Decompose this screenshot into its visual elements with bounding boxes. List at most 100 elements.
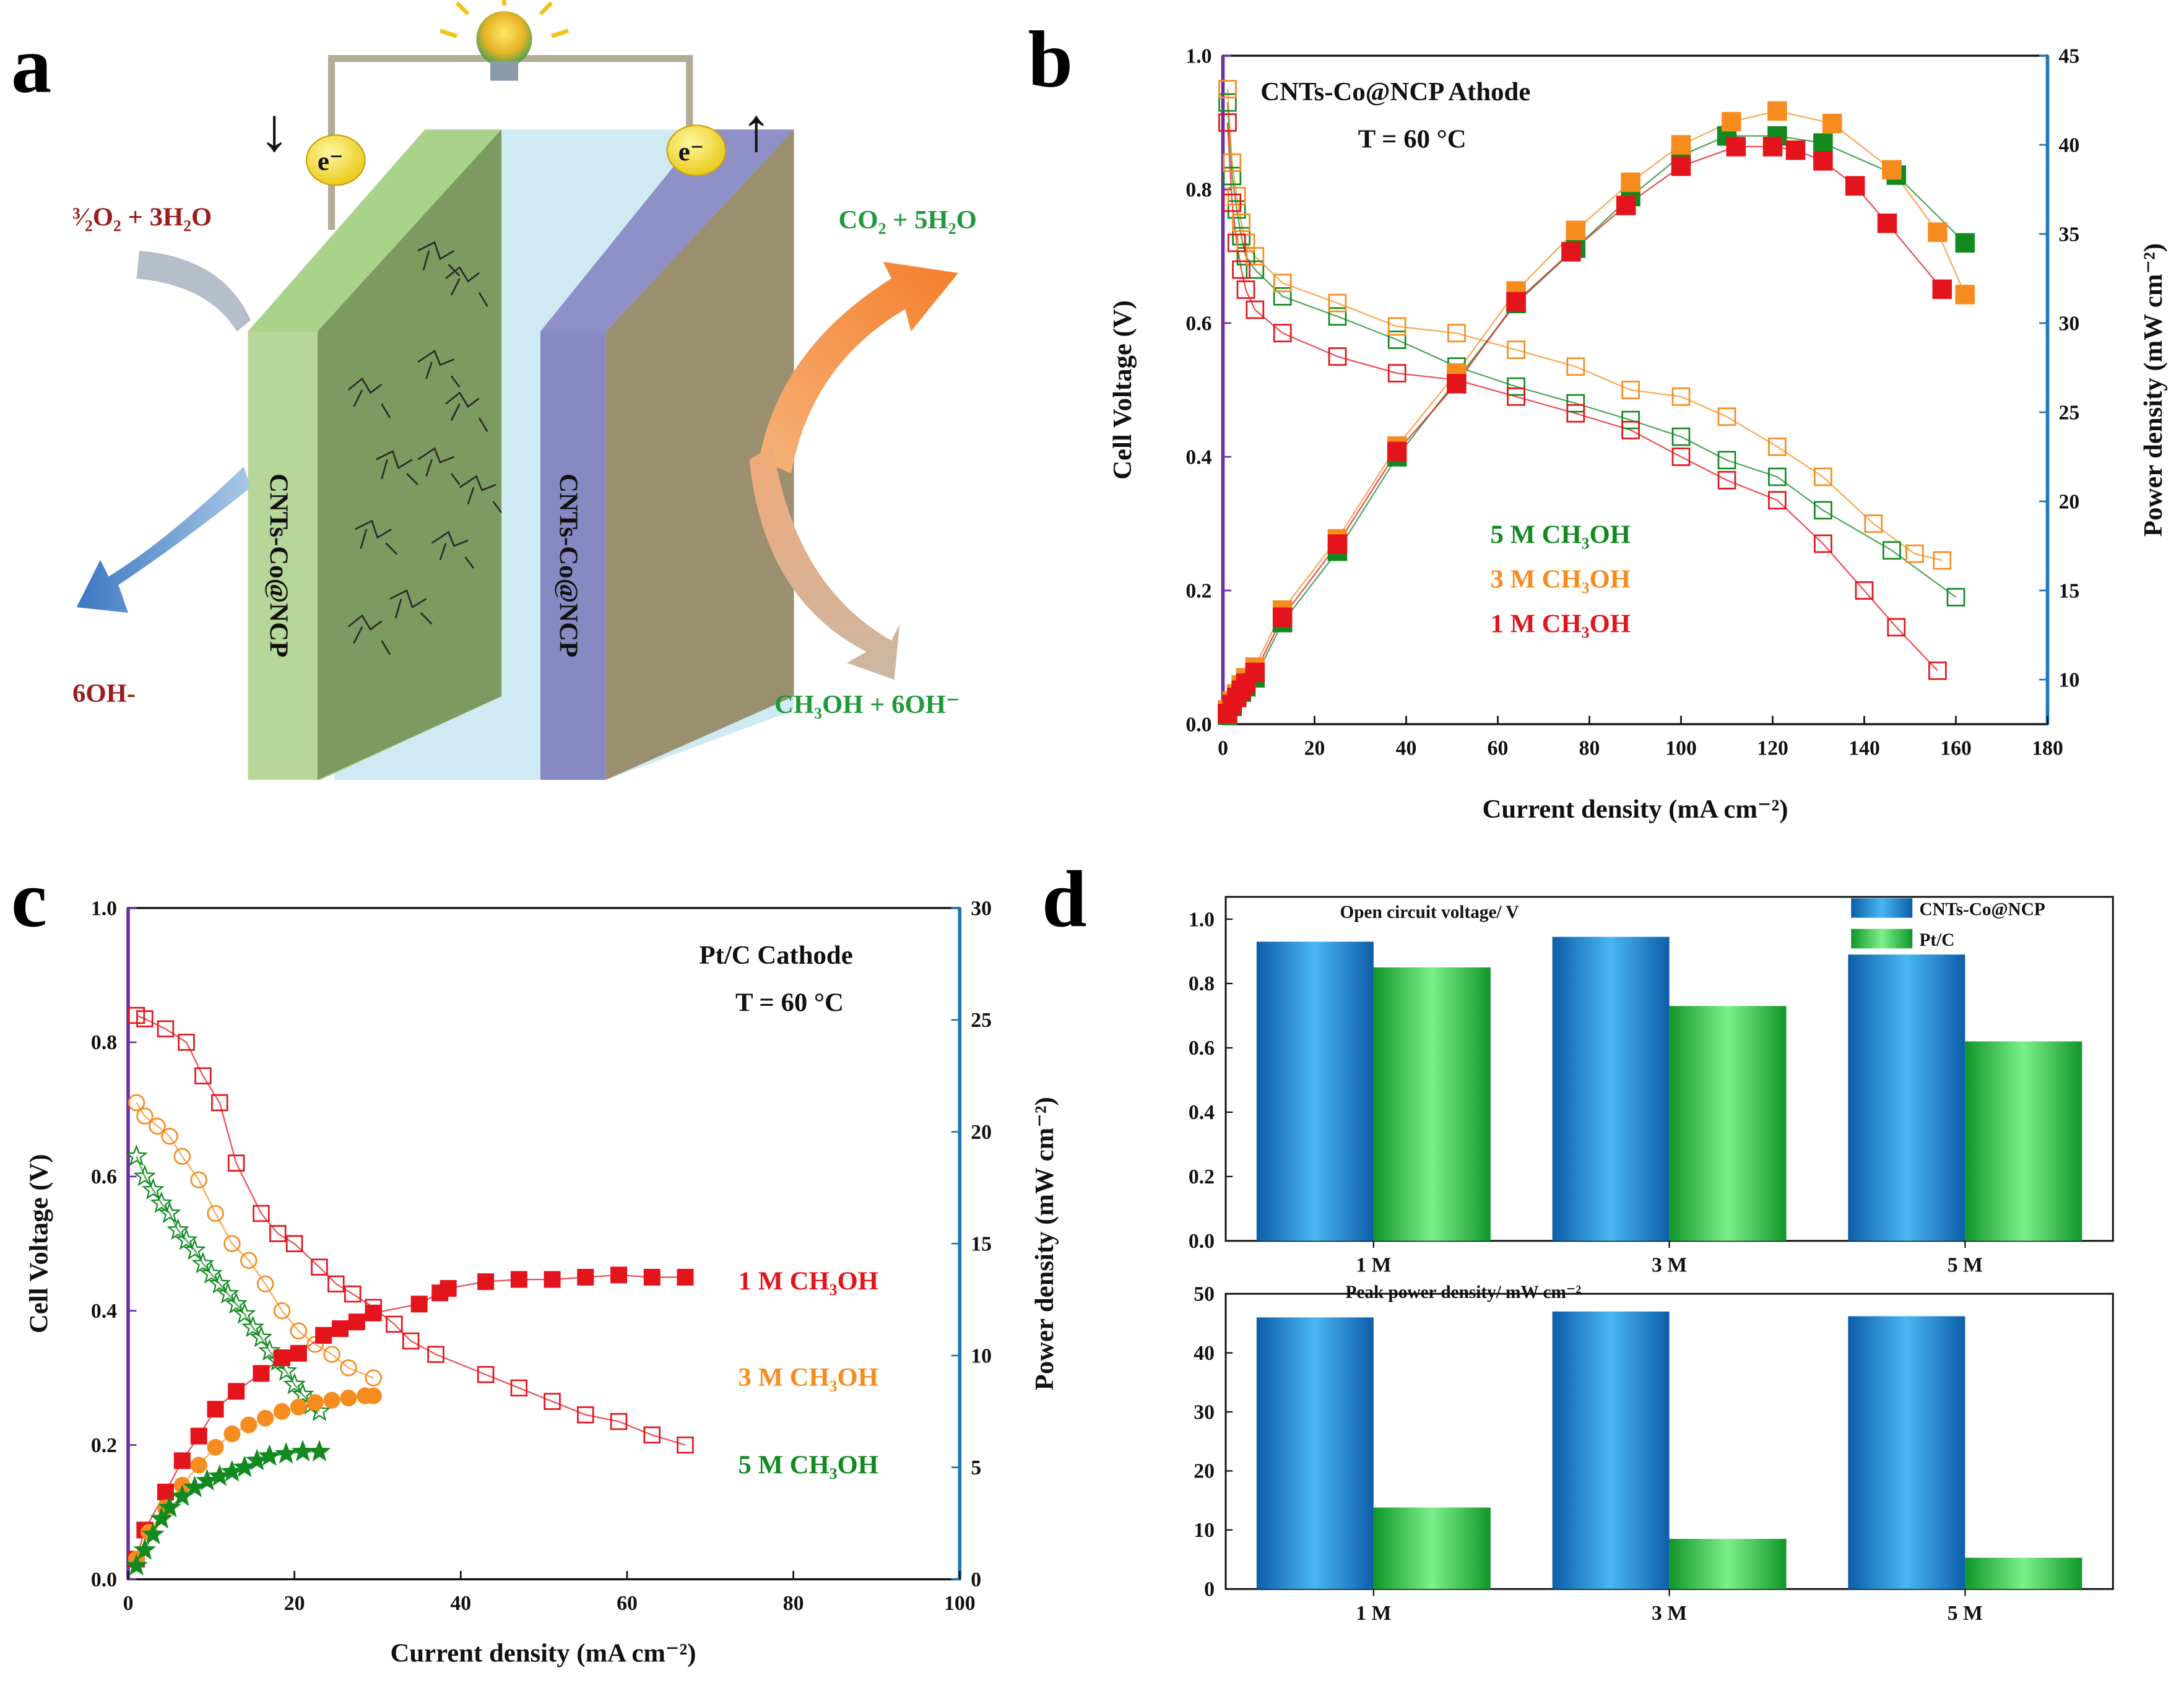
c-power-point — [157, 1484, 174, 1501]
b-voltage-point — [1232, 214, 1250, 232]
b-power-point — [1785, 140, 1806, 160]
c-voltage-point — [427, 1346, 444, 1363]
b-ytick-label: 0.0 — [1185, 713, 1211, 736]
c-ytick-label: 0.6 — [91, 1166, 117, 1188]
chart-d-bar-ptc — [1373, 967, 1491, 1241]
c-power-point — [306, 1394, 324, 1411]
c-power-point — [207, 1438, 224, 1456]
chart-d-bar-cnts — [1256, 1317, 1374, 1589]
chart-d-ocv-title: Open circuit voltage/ V — [1340, 902, 1519, 922]
c-voltage-point — [285, 1235, 303, 1252]
b-power-point — [1506, 292, 1526, 312]
c-ytick-label: 0.0 — [91, 1568, 117, 1591]
b-voltage-point — [1671, 448, 1691, 466]
c-voltage-point — [136, 1010, 154, 1027]
c-voltage-point — [643, 1426, 661, 1444]
c-y2tick-label: 30 — [971, 897, 992, 920]
b-voltage-point — [1273, 287, 1292, 306]
b-voltage-point — [1246, 260, 1265, 279]
b-voltage-point — [1768, 491, 1787, 510]
chart-c-y2label: Power density (mW cm⁻²) — [1030, 1097, 1059, 1390]
chart-b: 0 20 40 60 80 100 120 140 160 180 0.0 0.2 0.4 0.6 0.8 1… — [1108, 45, 2168, 824]
chart-d-ytick-label: 0.8 — [1189, 972, 1215, 995]
arrow-down-icon: ↓ — [259, 97, 290, 164]
b-voltage-point — [1223, 153, 1242, 172]
c-voltage-point — [386, 1315, 403, 1333]
c-power-point — [323, 1391, 340, 1409]
legend-label-ptc: Pt/C — [1920, 930, 1955, 950]
cathode-label: CNTs-Co@NCP — [264, 474, 293, 657]
c-voltage-point — [365, 1369, 382, 1386]
chart-c-subtitle: T = 60 °C — [735, 988, 844, 1018]
c-voltage-point — [240, 1252, 258, 1269]
co2-outflow-arrow — [759, 262, 958, 474]
b-power-point — [1767, 101, 1787, 121]
c-voltage-point — [167, 1218, 189, 1240]
chart-d-bar-cnts — [1848, 1316, 1965, 1589]
b-power-point — [1621, 172, 1640, 192]
chart-d-ytick-label: 10 — [1194, 1519, 1215, 1542]
b-voltage-point — [1566, 404, 1585, 423]
b-power-point — [1813, 151, 1833, 171]
b-ytick-label: 0.2 — [1185, 579, 1211, 602]
chart-d-legend: CNTs-Co@NCP Pt/C — [1851, 898, 2045, 950]
c-voltage-point — [183, 1238, 206, 1260]
chart-d-xtick-label: 5 M — [1948, 1253, 1983, 1276]
b-voltage-point — [1887, 618, 1906, 637]
c-power-point — [410, 1295, 428, 1313]
c-voltage-point — [510, 1379, 528, 1397]
b-xtick-label: 120 — [1757, 737, 1788, 760]
b-voltage-point — [1236, 280, 1255, 299]
chart-d-bar-ptc — [1669, 1006, 1787, 1241]
b-voltage-point — [1223, 193, 1242, 212]
chart-b-y2label: Power density (mW cm⁻²) — [2139, 243, 2168, 537]
oxygen-inflow-arrow — [136, 251, 251, 332]
c-power-point — [196, 1469, 219, 1491]
c-power-point — [677, 1268, 694, 1286]
c-voltage-point — [225, 1292, 248, 1314]
c-power-point — [253, 1365, 270, 1382]
c-voltage-point — [273, 1302, 291, 1320]
svg-text:e⁻: e⁻ — [318, 147, 344, 176]
b-xtick-label: 60 — [1488, 737, 1509, 760]
legend-label-cnts: CNTs-Co@NCP — [1920, 899, 2045, 919]
c-power-point — [610, 1266, 628, 1284]
anode-side — [540, 331, 606, 780]
b-ytick-label: 0.6 — [1185, 312, 1211, 335]
b-voltage-point — [1232, 227, 1250, 246]
c-power-point — [220, 1460, 244, 1482]
c-voltage-point — [258, 1339, 281, 1361]
chart-d-xtick-label: 1 M — [1356, 1253, 1391, 1276]
b-xtick-label: 160 — [1940, 737, 1972, 760]
c-xtick-label: 60 — [617, 1592, 638, 1615]
b-voltage-point — [1768, 467, 1787, 487]
b-power-point — [1882, 160, 1902, 180]
b-power-point — [1726, 137, 1746, 157]
b-voltage-point — [1328, 307, 1347, 326]
chart-b-xlabel: Current density (mA cm⁻²) — [1482, 795, 1788, 824]
fuel-cell-schematic: CNTs-Co@NCP CNTs-Co@NCP e⁻ e⁻ ↓ ↑ ³⁄₂O₂ … — [72, 0, 977, 780]
chart-d: 0.0 0.2 0.4 0.6 0.8 1.0 1 M 3 M 5 M 0 10 20 30 40 50 1 … — [1189, 896, 2114, 1625]
c-voltage-point — [223, 1235, 241, 1252]
b-power-point — [1928, 222, 1948, 242]
b-voltage-point — [1218, 80, 1237, 98]
c-xtick-label: 40 — [450, 1592, 471, 1615]
b-y2tick-label: 35 — [2059, 223, 2080, 246]
chart-d-ppd-title: Peak power density/ mW cm⁻² — [1346, 1282, 1582, 1302]
c-power-point — [340, 1390, 357, 1407]
c-voltage-point — [544, 1393, 561, 1410]
c-ytick-label: 0.8 — [91, 1031, 117, 1054]
c-power-point — [150, 1507, 173, 1529]
b-voltage-point — [1621, 420, 1640, 439]
c-power-point — [173, 1452, 191, 1469]
b-voltage-point — [1717, 451, 1736, 470]
b-power-point — [1722, 111, 1741, 132]
chart-b-legend-3m: 3 M CH₃OH — [1491, 565, 1631, 594]
electron-right-icon: e⁻ — [666, 124, 727, 176]
c-ytick-label: 0.2 — [91, 1434, 117, 1457]
c-power-point — [274, 1349, 291, 1367]
c-voltage-point — [216, 1282, 240, 1304]
b-xtick-label: 40 — [1396, 737, 1417, 760]
b-voltage-point — [1671, 427, 1691, 446]
b-voltage-point — [1933, 551, 1952, 570]
